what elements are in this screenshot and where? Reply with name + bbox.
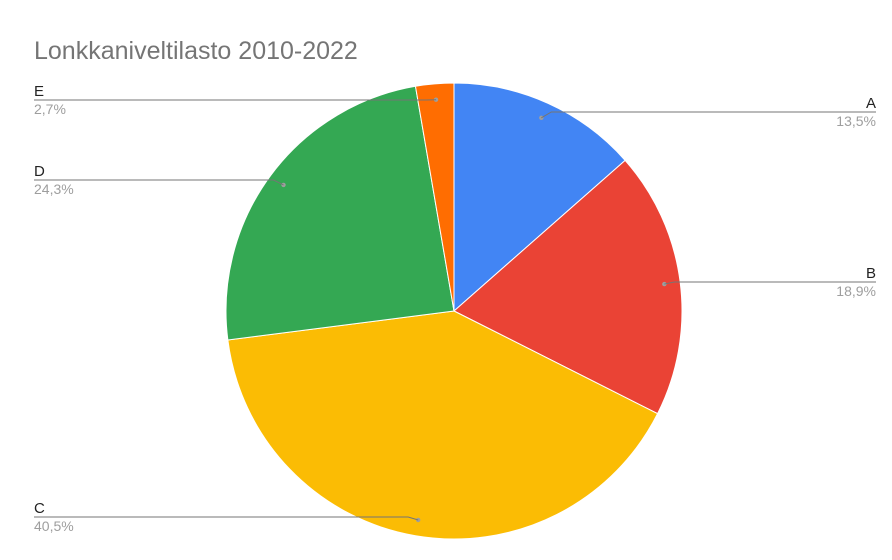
leader-line-b bbox=[664, 281, 876, 285]
pie-slice-e[interactable] bbox=[414, 82, 455, 312]
slice-percent-b: 18,9% bbox=[836, 283, 876, 299]
slice-percent-c: 40,5% bbox=[34, 518, 74, 534]
pie-slice-d[interactable] bbox=[225, 85, 455, 341]
slice-label-e: E bbox=[34, 83, 44, 100]
leader-line-c bbox=[34, 516, 419, 521]
slice-label-d: D bbox=[34, 163, 45, 180]
leader-line-a bbox=[541, 111, 876, 119]
leader-line-d bbox=[34, 179, 284, 186]
slice-label-c: C bbox=[34, 500, 45, 517]
pie-slice-c[interactable] bbox=[227, 310, 659, 540]
slice-percent-d: 24,3% bbox=[34, 181, 74, 197]
slice-label-b: B bbox=[866, 265, 876, 282]
slice-label-a: A bbox=[866, 95, 876, 112]
slice-labels: A13,5% B18,9% C40,5% D24,3% E2,7% bbox=[34, 83, 876, 534]
pie-slice-a[interactable] bbox=[453, 82, 626, 313]
chart-title: Lonkkaniveltilasto 2010-2022 bbox=[34, 37, 358, 65]
slice-percent-a: 13,5% bbox=[836, 113, 876, 129]
slice-percent-e: 2,7% bbox=[34, 101, 66, 117]
pie-slices bbox=[225, 82, 683, 540]
